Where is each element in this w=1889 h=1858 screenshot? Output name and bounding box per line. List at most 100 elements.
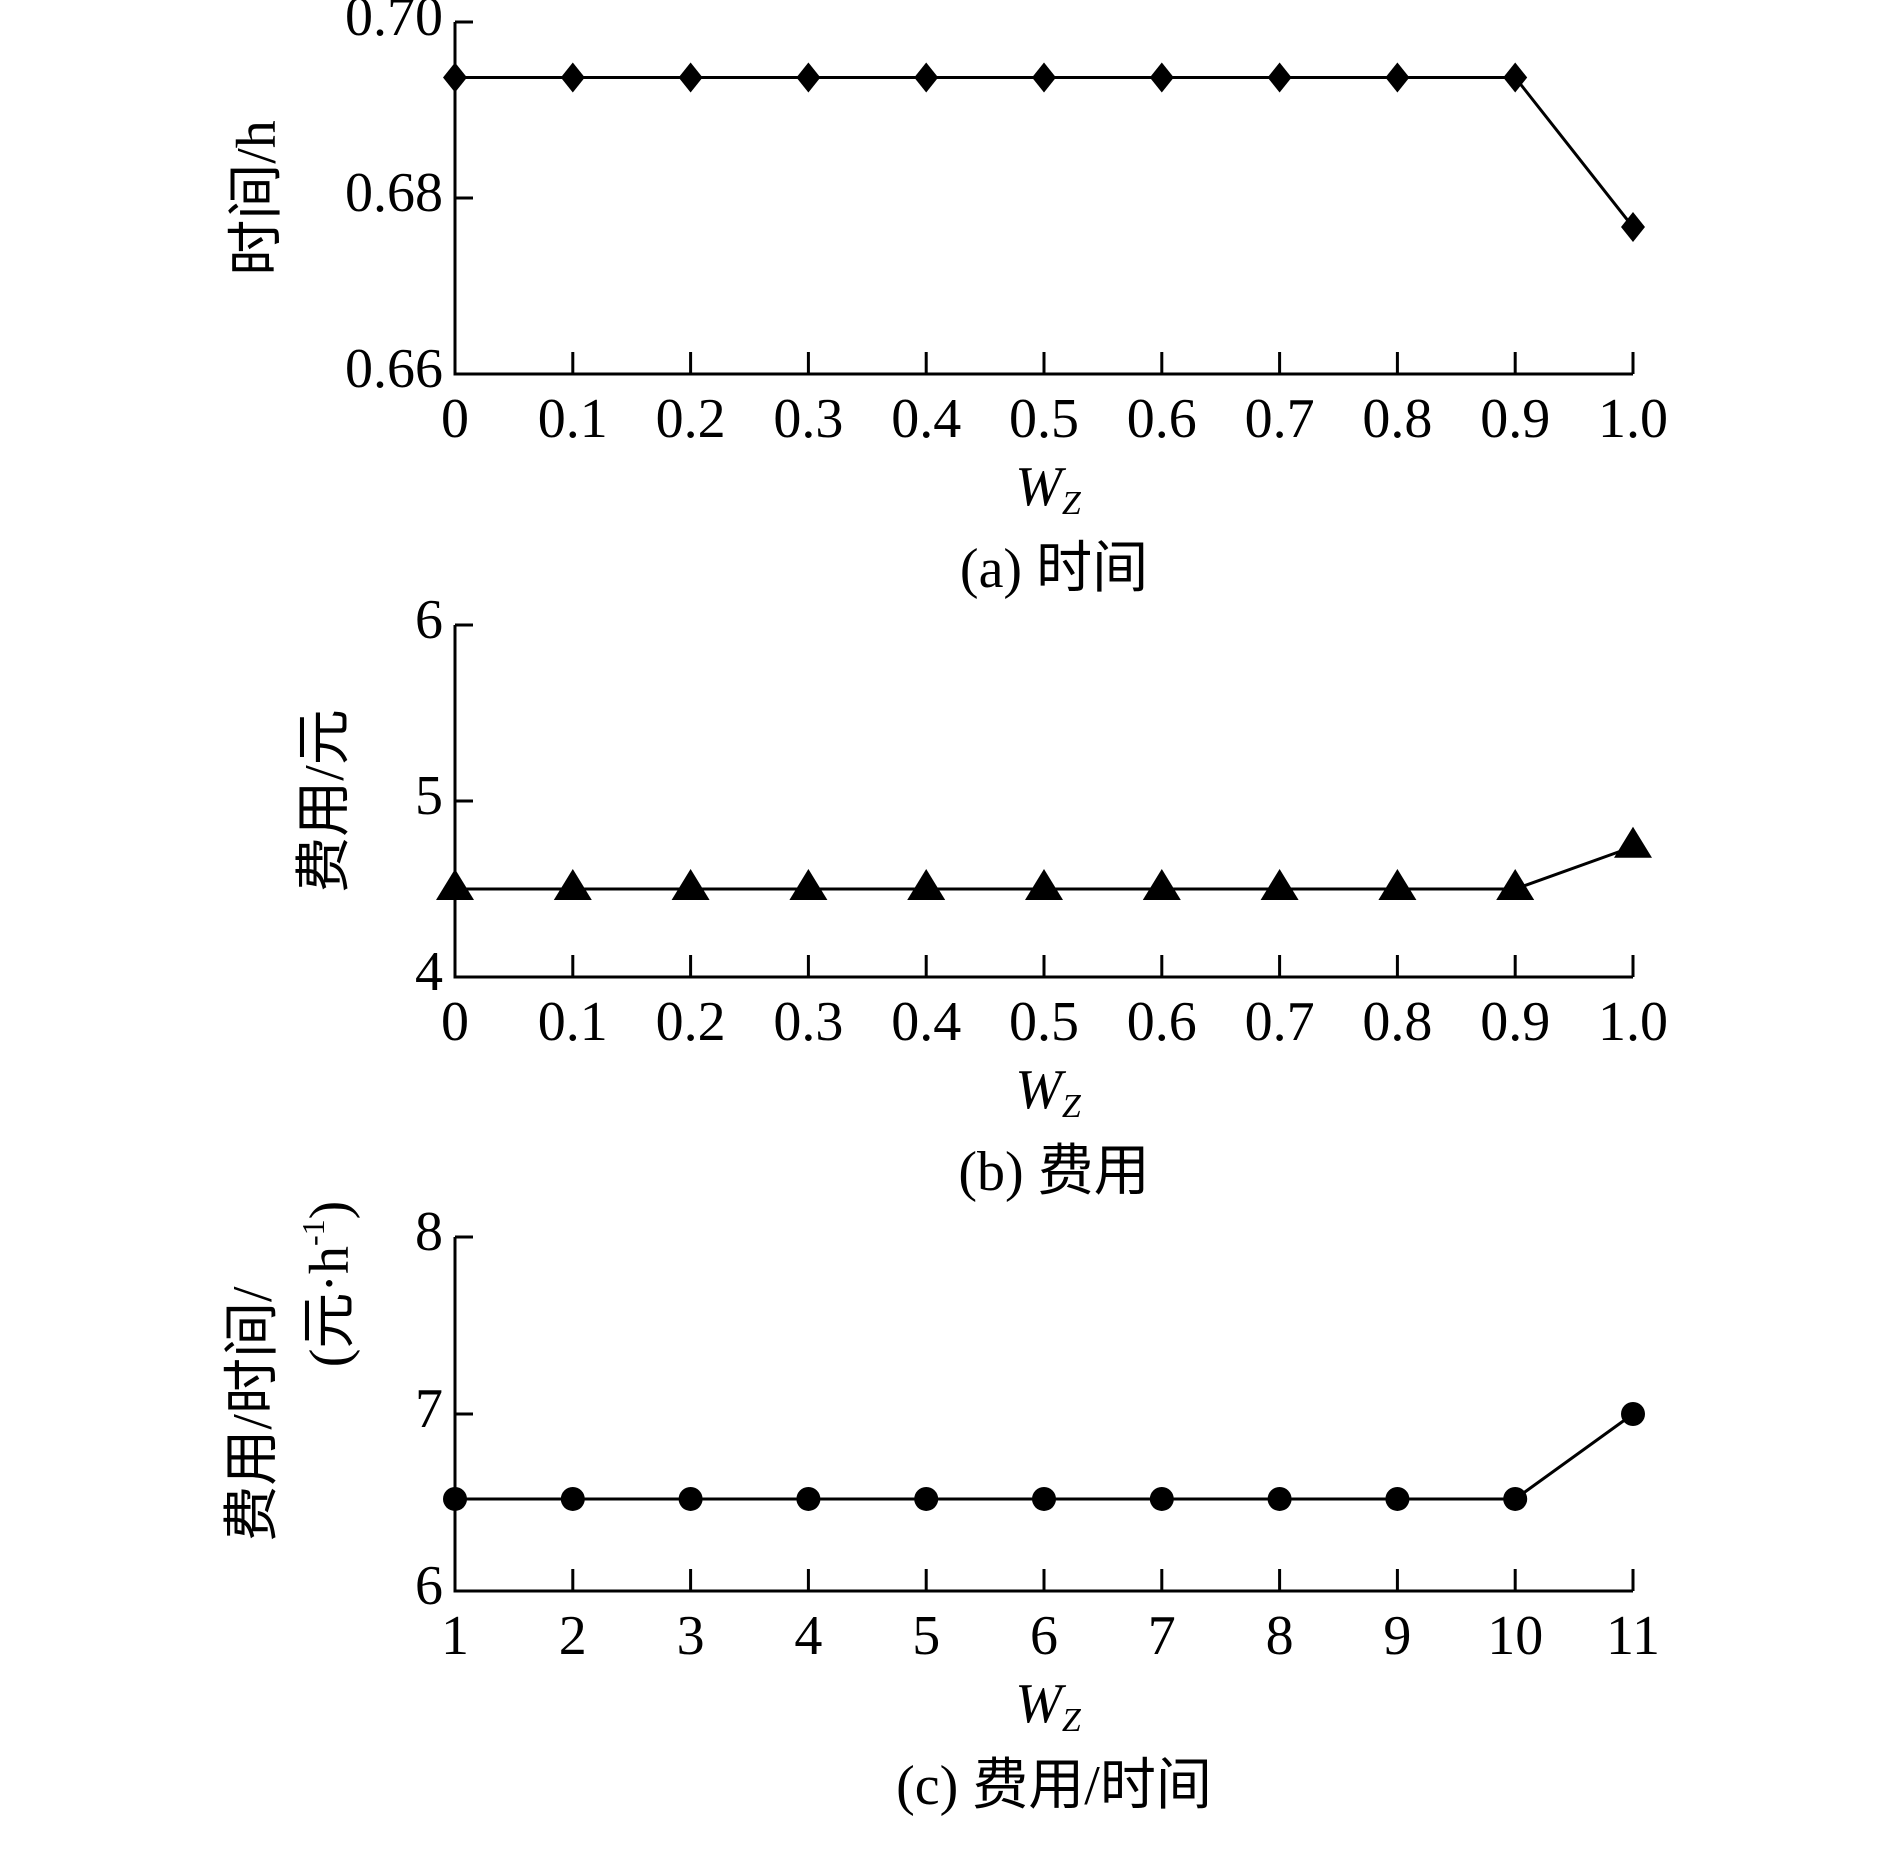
x-axis-label-main: W [1015, 456, 1066, 518]
y-axis-label: 费用/时间/ [222, 1286, 284, 1542]
marker [1385, 1486, 1410, 1511]
y-axis-label: 时间/h [226, 120, 288, 276]
y-tick-label: 0.66 [345, 338, 443, 400]
x-tick-label: 7 [1148, 1605, 1176, 1667]
y-tick-label: 0.70 [345, 0, 443, 48]
x-tick-label: 0 [441, 991, 469, 1053]
marker [789, 869, 828, 900]
chart: 0.66 0.68 0.70 0 0.1 0.2 0.3 0.4 0.5 0.6 0.7 0.8 0.9… [226, 0, 1668, 600]
x-tick-label: 2 [559, 1605, 587, 1667]
x-tick-label: 1.0 [1598, 388, 1668, 450]
x-tick-label: 0.3 [773, 991, 843, 1053]
marker [1149, 62, 1174, 93]
marker [1142, 869, 1181, 900]
marker [1614, 826, 1652, 858]
x-axis-label: WZ [1015, 1673, 1082, 1739]
marker [796, 62, 821, 93]
y-tick-label: 6 [415, 1555, 443, 1617]
x-axis-label-main: W [1015, 1673, 1066, 1735]
x-tick-label: 1.0 [1598, 991, 1668, 1053]
y-tick-label: 0.68 [345, 162, 443, 224]
x-tick-label: 3 [677, 1605, 705, 1667]
marker [1503, 1486, 1528, 1511]
y-axis-label-sup: -1 [295, 1219, 331, 1246]
y-axis-label-end: ) [299, 1201, 361, 1220]
x-tick-label: 0.2 [656, 388, 726, 450]
marker [1149, 1486, 1174, 1511]
x-tick-label: 0.8 [1362, 388, 1432, 450]
marker [1378, 869, 1417, 900]
x-axis-label-sub: Z [1062, 1088, 1082, 1125]
caption: (a) 时间 [960, 538, 1148, 600]
marker [914, 62, 939, 93]
marker [914, 1486, 939, 1511]
marker [1032, 1486, 1056, 1511]
x-tick-label: 10 [1487, 1605, 1543, 1667]
x-tick-label: 5 [912, 1605, 940, 1667]
marker [1267, 1486, 1292, 1511]
y-tick-label: 6 [415, 589, 443, 651]
marker [678, 1486, 703, 1511]
chart: 4 5 6 0 0.1 0.2 0.3 0.4 0.5 0.6 0.7 0.8 0.9 1.0 WZ (b) … [294, 589, 1668, 1203]
y-axis-label: 费用/元 [294, 709, 356, 893]
x-tick-label: 0.5 [1009, 991, 1079, 1053]
x-axis-label: WZ [1015, 456, 1082, 522]
x-tick-label: 0.9 [1480, 991, 1550, 1053]
marker [1385, 62, 1410, 93]
y-axis-label-line2: (元·h-1) [295, 1201, 361, 1368]
x-tick-label: 4 [794, 1605, 822, 1667]
x-tick-label: 9 [1383, 1605, 1411, 1667]
x-axis-label-sub: Z [1062, 485, 1082, 522]
marker [1025, 869, 1063, 900]
marker [1496, 869, 1535, 900]
marker [560, 62, 585, 93]
x-tick-label: 11 [1606, 1605, 1660, 1667]
marker [907, 869, 946, 900]
data-line [455, 1412, 1634, 1501]
marker [443, 62, 467, 93]
marker [1621, 212, 1645, 243]
x-tick-label: 6 [1030, 1605, 1058, 1667]
y-axis-label-unit: (元·h [299, 1246, 361, 1367]
marker [443, 1486, 467, 1511]
x-tick-label: 0.9 [1480, 388, 1550, 450]
x-tick-label: 0.4 [891, 991, 961, 1053]
x-tick-label: 0 [441, 388, 469, 450]
axes [453, 625, 1633, 979]
x-tick-label: 0.8 [1362, 991, 1432, 1053]
data-line [455, 75, 1635, 228]
marker [1260, 869, 1299, 900]
x-tick-label: 0.3 [773, 388, 843, 450]
y-tick-label: 7 [415, 1378, 443, 1440]
x-tick-label: 0.4 [891, 388, 961, 450]
marker [1267, 62, 1292, 93]
x-tick-label: 0.7 [1245, 991, 1315, 1053]
x-tick-label: 0.7 [1245, 388, 1315, 450]
x-tick-label: 1 [441, 1605, 469, 1667]
x-axis-label: WZ [1015, 1059, 1082, 1125]
axes [453, 1237, 1633, 1593]
x-axis-label-sub: Z [1062, 1702, 1082, 1739]
x-tick-label: 0.6 [1127, 991, 1197, 1053]
y-tick-label: 8 [415, 1201, 443, 1263]
marker [436, 869, 474, 900]
marker [1621, 1402, 1645, 1426]
x-tick-label: 0.6 [1127, 388, 1197, 450]
marker [553, 869, 592, 900]
caption: (c) 费用/时间 [896, 1755, 1212, 1817]
marker [796, 1486, 821, 1511]
marker [678, 62, 703, 93]
marker [671, 869, 710, 900]
x-tick-label: 0.2 [656, 991, 726, 1053]
marker [1032, 62, 1056, 93]
x-tick-label: 0.1 [538, 388, 608, 450]
y-tick-label: 4 [415, 941, 443, 1003]
x-tick-label: 0.1 [538, 991, 608, 1053]
caption: (b) 费用 [958, 1141, 1149, 1203]
marker [560, 1486, 585, 1511]
x-tick-label: 0.5 [1009, 388, 1079, 450]
marker [1503, 62, 1528, 93]
y-tick-label: 5 [415, 765, 443, 827]
x-tick-label: 8 [1266, 1605, 1294, 1667]
